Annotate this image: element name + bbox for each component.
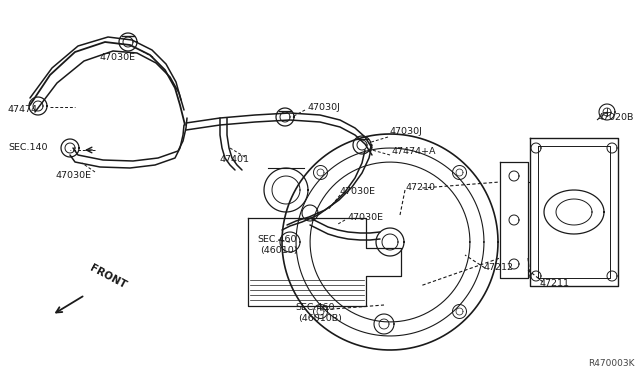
Text: 47030E: 47030E bbox=[100, 52, 136, 61]
Text: (46010B): (46010B) bbox=[298, 314, 342, 323]
Text: 47020B: 47020B bbox=[598, 113, 634, 122]
Text: 47030E: 47030E bbox=[55, 170, 91, 180]
Text: 47030E: 47030E bbox=[340, 187, 376, 196]
Text: 47211: 47211 bbox=[540, 279, 570, 288]
Text: 47212: 47212 bbox=[483, 263, 513, 273]
Text: 47474+A: 47474+A bbox=[392, 148, 436, 157]
Text: 47030J: 47030J bbox=[390, 128, 423, 137]
Text: 47030J: 47030J bbox=[307, 103, 340, 112]
Text: 47401: 47401 bbox=[220, 155, 250, 164]
Text: SEC.140: SEC.140 bbox=[8, 144, 47, 153]
Text: 47030E: 47030E bbox=[348, 212, 384, 221]
Text: 47210: 47210 bbox=[405, 183, 435, 192]
Text: (46010): (46010) bbox=[260, 246, 298, 254]
Text: SEC.460: SEC.460 bbox=[257, 235, 296, 244]
Text: SEC.460: SEC.460 bbox=[295, 304, 335, 312]
Text: R470003K: R470003K bbox=[589, 359, 635, 368]
Text: FRONT: FRONT bbox=[88, 263, 128, 290]
Text: 47474: 47474 bbox=[8, 105, 38, 113]
